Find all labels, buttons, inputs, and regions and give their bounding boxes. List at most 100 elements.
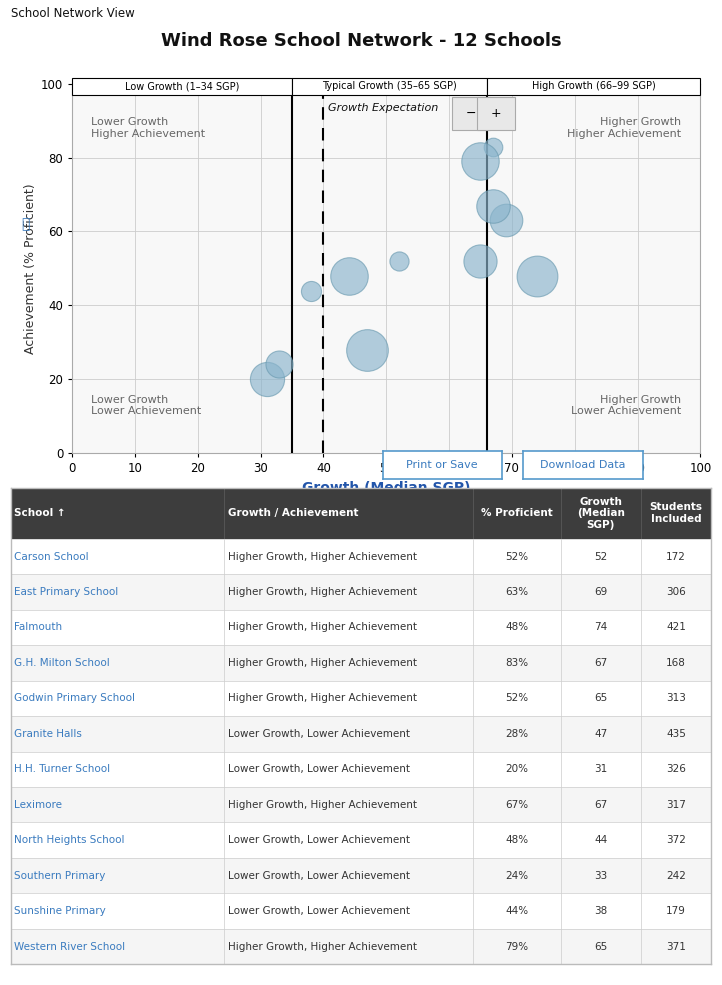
Text: −: − (466, 106, 477, 120)
Text: +: + (491, 106, 502, 120)
Text: 83%: 83% (505, 658, 529, 668)
Text: 28%: 28% (505, 729, 529, 739)
Text: 48%: 48% (505, 623, 529, 632)
Text: Higher Growth
Higher Achievement: Higher Growth Higher Achievement (567, 117, 682, 139)
Text: 48%: 48% (505, 835, 529, 845)
Text: 372: 372 (666, 835, 686, 845)
Text: 69: 69 (594, 587, 607, 597)
Bar (292, 78, 487, 95)
Point (362, 342, 373, 358)
Text: Higher Growth, Higher Achievement: Higher Growth, Higher Achievement (228, 693, 417, 703)
Text: 421: 421 (666, 623, 686, 632)
Bar (487, 78, 700, 95)
Text: Higher Growth
Lower Achievement: Higher Growth Lower Achievement (571, 395, 682, 416)
Text: Southern Primary: Southern Primary (14, 871, 106, 881)
Point (261, 371, 273, 387)
Point (475, 253, 487, 269)
Text: Lower Growth, Lower Achievement: Lower Growth, Lower Achievement (228, 906, 410, 916)
Text: ⓘ: ⓘ (21, 217, 30, 231)
Text: Higher Growth, Higher Achievement: Higher Growth, Higher Achievement (228, 658, 417, 668)
Point (487, 198, 499, 214)
Y-axis label: Achievement (% Proficient): Achievement (% Proficient) (24, 183, 37, 354)
Text: East Primary School: East Primary School (14, 587, 118, 597)
Point (305, 283, 317, 298)
Point (393, 253, 404, 269)
Text: North Heights School: North Heights School (14, 835, 125, 845)
Text: Typical Growth (35–65 SGP): Typical Growth (35–65 SGP) (322, 82, 457, 92)
Text: Higher Growth, Higher Achievement: Higher Growth, Higher Achievement (228, 587, 417, 597)
Text: Lower Growth, Lower Achievement: Lower Growth, Lower Achievement (228, 764, 410, 774)
Text: 242: 242 (666, 871, 686, 881)
Text: Lower Growth, Lower Achievement: Lower Growth, Lower Achievement (228, 871, 410, 881)
Text: 44%: 44% (505, 906, 529, 916)
Point (487, 139, 499, 155)
Text: Students
Included: Students Included (650, 502, 703, 524)
Text: Sunshine Primary: Sunshine Primary (14, 906, 106, 916)
Text: 65: 65 (594, 942, 607, 952)
Text: 47: 47 (594, 729, 607, 739)
Text: 326: 326 (666, 764, 686, 774)
Text: 63%: 63% (505, 587, 529, 597)
Text: High Growth (66–99 SGP): High Growth (66–99 SGP) (531, 82, 656, 92)
Text: H.H. Turner School: H.H. Turner School (14, 764, 110, 774)
Text: 306: 306 (666, 587, 686, 597)
X-axis label: Growth (Median SGP): Growth (Median SGP) (302, 481, 471, 494)
Text: Godwin Primary School: Godwin Primary School (14, 693, 136, 703)
Text: 435: 435 (666, 729, 686, 739)
Text: Granite Halls: Granite Halls (14, 729, 82, 739)
Text: Western River School: Western River School (14, 942, 126, 952)
Text: Download Data: Download Data (540, 460, 626, 470)
Bar (72, 78, 292, 95)
Text: School ↑: School ↑ (14, 508, 66, 518)
Text: 31: 31 (594, 764, 607, 774)
Text: 79%: 79% (505, 942, 529, 952)
Point (274, 357, 285, 372)
FancyBboxPatch shape (477, 97, 515, 130)
Point (343, 268, 355, 284)
Text: Higher Growth, Higher Achievement: Higher Growth, Higher Achievement (228, 623, 417, 632)
Text: 38: 38 (594, 906, 607, 916)
Text: 371: 371 (666, 942, 686, 952)
Text: Wind Rose School Network - 12 Schools: Wind Rose School Network - 12 Schools (161, 33, 561, 50)
Text: Falmouth: Falmouth (14, 623, 63, 632)
Text: Lower Growth
Lower Achievement: Lower Growth Lower Achievement (91, 395, 201, 416)
Text: Lower Growth, Lower Achievement: Lower Growth, Lower Achievement (228, 835, 410, 845)
Text: % Proficient: % Proficient (481, 508, 553, 518)
Text: Growth
(Median
SGP): Growth (Median SGP) (577, 496, 625, 530)
Text: 44: 44 (594, 835, 607, 845)
Text: 33: 33 (594, 871, 607, 881)
Text: 168: 168 (666, 658, 686, 668)
Text: Lower Growth
Higher Achievement: Lower Growth Higher Achievement (91, 117, 205, 139)
Text: Growth Expectation: Growth Expectation (329, 102, 439, 112)
Text: 67%: 67% (505, 800, 529, 810)
Text: 20%: 20% (505, 764, 529, 774)
Text: School Network View: School Network View (11, 7, 134, 20)
FancyBboxPatch shape (452, 97, 490, 130)
Text: Higher Growth, Higher Achievement: Higher Growth, Higher Achievement (228, 552, 417, 561)
Text: Growth / Achievement: Growth / Achievement (228, 508, 359, 518)
Text: 52: 52 (594, 552, 607, 561)
Text: 179: 179 (666, 906, 686, 916)
Text: 52%: 52% (505, 552, 529, 561)
Text: Leximore: Leximore (14, 800, 62, 810)
Point (500, 213, 511, 229)
Text: 67: 67 (594, 800, 607, 810)
Point (475, 154, 487, 169)
Text: 24%: 24% (505, 871, 529, 881)
Text: 313: 313 (666, 693, 686, 703)
Text: Higher Growth, Higher Achievement: Higher Growth, Higher Achievement (228, 800, 417, 810)
Text: ⓘ: ⓘ (427, 496, 435, 510)
Text: 74: 74 (594, 623, 607, 632)
Text: 317: 317 (666, 800, 686, 810)
Text: Carson School: Carson School (14, 552, 89, 561)
Text: Higher Growth, Higher Achievement: Higher Growth, Higher Achievement (228, 942, 417, 952)
Text: 67: 67 (594, 658, 607, 668)
Text: Print or Save: Print or Save (406, 460, 478, 470)
Text: 172: 172 (666, 552, 686, 561)
Text: 52%: 52% (505, 693, 529, 703)
Point (531, 268, 543, 284)
Text: 65: 65 (594, 693, 607, 703)
Text: Lower Growth, Lower Achievement: Lower Growth, Lower Achievement (228, 729, 410, 739)
Text: G.H. Milton School: G.H. Milton School (14, 658, 110, 668)
Text: Low Growth (1–34 SGP): Low Growth (1–34 SGP) (125, 82, 239, 92)
